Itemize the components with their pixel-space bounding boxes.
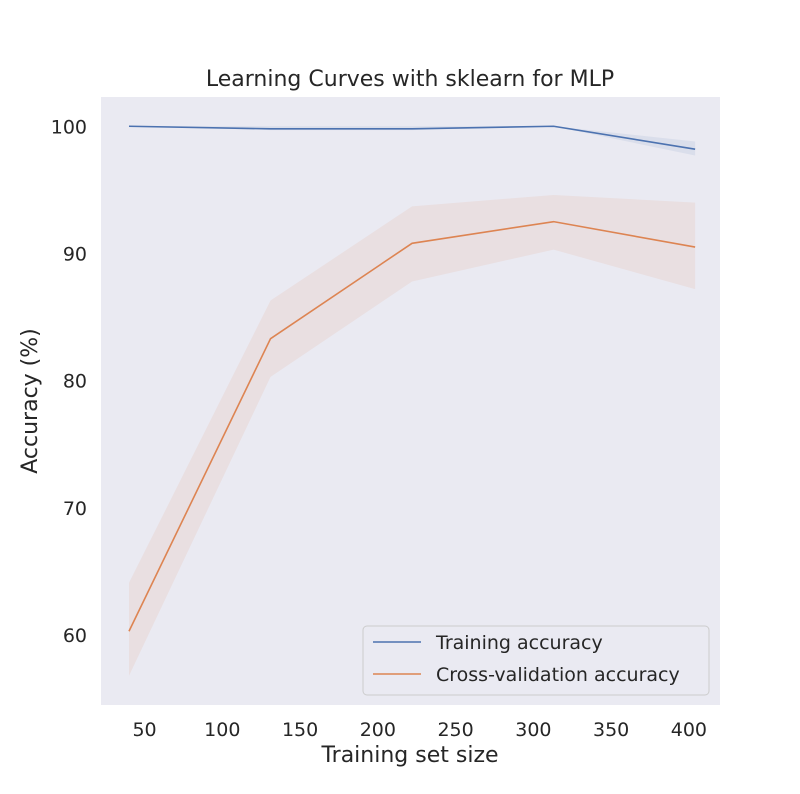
line-training [128,125,696,150]
band-cross-validation [128,194,696,676]
x-axis-ticks: 50 100 150 200 250 300 350 400 [132,719,707,741]
x-tick-label: 300 [515,719,551,741]
x-tick-label: 250 [437,719,473,741]
x-tick-label: 200 [360,719,396,741]
line-cross-validation [128,220,696,632]
x-tick-label: 350 [593,719,629,741]
y-axis-ticks: 60 70 80 90 100 [51,116,87,647]
chart-title: Learning Curves with sklearn for MLP [206,67,614,92]
x-tick-label: 400 [671,719,707,741]
x-tick-label: 50 [132,719,156,741]
legend-label-training: Training accuracy [435,632,603,654]
x-tick-label: 150 [282,719,318,741]
y-tick-label: 100 [51,116,87,138]
y-tick-label: 60 [63,625,87,647]
x-tick-label: 100 [204,719,240,741]
y-axis-label: Accuracy (%) [18,328,43,474]
y-tick-label: 70 [63,498,87,520]
series-lines [128,125,696,632]
legend-label-cross-validation: Cross-validation accuracy [436,664,680,686]
plot-area [101,97,720,705]
x-axis-label: Training set size [320,743,498,768]
y-tick-label: 90 [63,243,87,265]
legend-box [362,625,710,696]
confidence-bands [128,126,696,676]
y-tick-label: 80 [63,371,87,393]
legend: Training accuracy Cross-validation accur… [362,625,710,696]
